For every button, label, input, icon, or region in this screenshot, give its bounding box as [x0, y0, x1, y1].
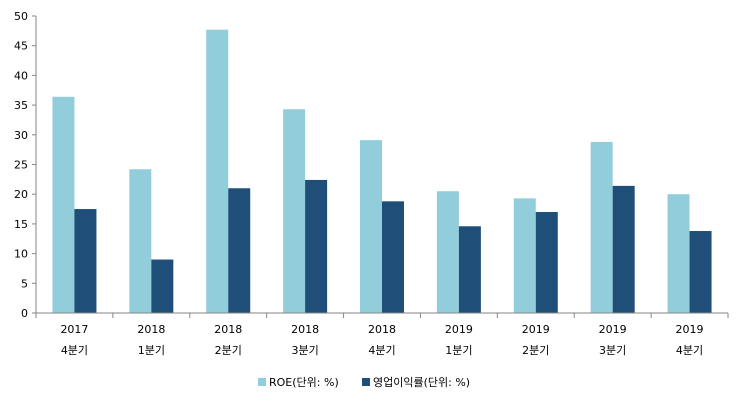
- y-tick-label: 35: [14, 99, 28, 112]
- y-tick-label: 40: [14, 69, 28, 82]
- bar-roe-8: [667, 194, 690, 313]
- y-tick-label: 10: [14, 248, 28, 261]
- x-tick-label: 3분기: [599, 344, 626, 357]
- y-tick-label: 30: [14, 129, 28, 142]
- bar-roe-6: [513, 198, 536, 313]
- y-tick-label: 5: [21, 277, 28, 290]
- x-tick-label: 2018: [137, 323, 165, 336]
- bar-operating-margin-7: [612, 185, 635, 313]
- bar-operating-margin-5: [458, 226, 481, 313]
- x-tick-label: 2018: [214, 323, 242, 336]
- bar-operating-margin-6: [535, 212, 558, 313]
- x-tick-label: 2018: [368, 323, 396, 336]
- bar-roe-3: [283, 109, 306, 314]
- x-tick-label: 2018: [291, 323, 319, 336]
- x-tick-label: 2분기: [215, 344, 242, 357]
- legend-item-operating-margin: 영업이익률(단위: %): [362, 376, 470, 389]
- x-tick-label: 2019: [676, 323, 704, 336]
- bar-roe-7: [590, 141, 613, 313]
- x-tick-label: 2017: [60, 323, 88, 336]
- y-tick-label: 15: [14, 218, 28, 231]
- x-tick-label: 2019: [445, 323, 473, 336]
- x-tick-label: 2019: [522, 323, 550, 336]
- x-axis: 2017 4분기 2018 1분기 2018 2분기 2018 3분기 2018 4분기 2019 1…: [35, 312, 729, 357]
- bar-roe-0: [52, 96, 75, 313]
- y-tick-label: 50: [14, 10, 28, 23]
- legend-label: 영업이익률(단위: %): [373, 376, 470, 389]
- bar-roe-4: [360, 140, 382, 313]
- legend-swatch: [362, 378, 370, 386]
- bar-operating-margin-1: [151, 259, 174, 313]
- y-tick-label: 20: [14, 188, 28, 201]
- y-axis: 0 5 10 15 20 25 30 35 40 45 50: [14, 10, 37, 320]
- legend-swatch: [258, 378, 266, 386]
- x-tick-label: 2분기: [522, 344, 549, 357]
- bar-operating-margin-4: [382, 201, 404, 313]
- bar-operating-margin-0: [74, 209, 97, 313]
- bar-operating-margin-3: [305, 179, 328, 313]
- bar-roe-2: [206, 29, 229, 314]
- legend: ROE(단위: %) 영업이익률(단위: %): [258, 376, 470, 389]
- bar-roe-1: [129, 169, 152, 313]
- x-tick-label: 4분기: [61, 344, 88, 357]
- x-tick-label: 3분기: [291, 344, 318, 357]
- y-tick-label: 45: [14, 40, 28, 53]
- x-tick-label: 2019: [599, 323, 627, 336]
- y-tick-label: 0: [21, 307, 28, 320]
- x-tick-label: 1분기: [445, 344, 472, 357]
- bar-operating-margin-8: [689, 231, 712, 313]
- plot-area: [52, 29, 712, 314]
- y-tick-label: 25: [14, 159, 28, 172]
- x-tick-label: 1분기: [138, 344, 165, 357]
- x-tick-label: 4분기: [676, 344, 703, 357]
- legend-label: ROE(단위: %): [269, 376, 339, 389]
- bar-operating-margin-2: [228, 188, 251, 313]
- x-tick-label: 4분기: [368, 344, 395, 357]
- bar-roe-5: [436, 191, 459, 313]
- legend-item-roe: ROE(단위: %): [258, 376, 339, 389]
